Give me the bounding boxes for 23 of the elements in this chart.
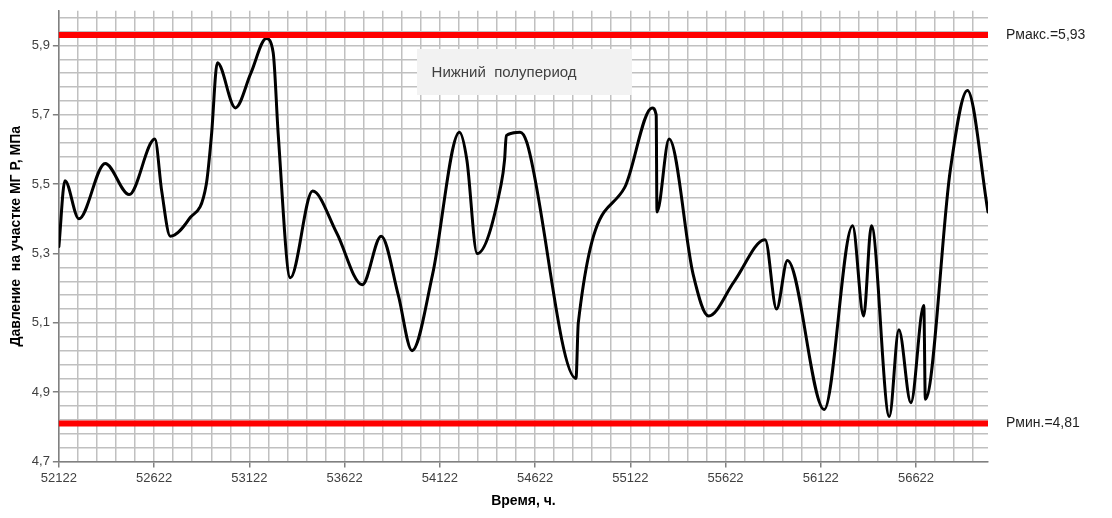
y-tick-label: 5,3: [31, 245, 50, 261]
y-tick-label: 5,9: [31, 37, 50, 53]
x-tick-label: 55622: [707, 469, 744, 485]
ref-line-label: Рмакс.=5,93: [1006, 25, 1086, 42]
text-box: Нижний полупериод: [416, 48, 632, 95]
line-series: [58, 37, 988, 419]
x-tick-label: 56122: [802, 469, 839, 485]
x-tick-label: 52622: [136, 469, 173, 485]
y-tick-label: 5,7: [31, 106, 50, 122]
y-axis-title: Давление на участке МГ Р, МПа: [7, 125, 24, 347]
ref-line-label: Рмин.=4,81: [1006, 414, 1081, 431]
x-tick-label: 56622: [897, 469, 935, 485]
x-tick-label: 53122: [231, 469, 268, 485]
x-tick-label: 54622: [516, 469, 554, 485]
y-tick-label: 5,5: [31, 175, 50, 191]
x-tick-label: 55122: [612, 469, 649, 485]
x-tick-label: 53622: [326, 469, 363, 485]
y-tick-label: 4,9: [31, 383, 50, 399]
y-tick-label: 5,1: [31, 314, 50, 330]
x-tick-label: 54122: [421, 469, 458, 485]
y-tick-label: 4,7: [31, 453, 50, 469]
x-tick-label: 52122: [40, 469, 77, 485]
x-axis-title: Время, ч.: [491, 492, 556, 509]
